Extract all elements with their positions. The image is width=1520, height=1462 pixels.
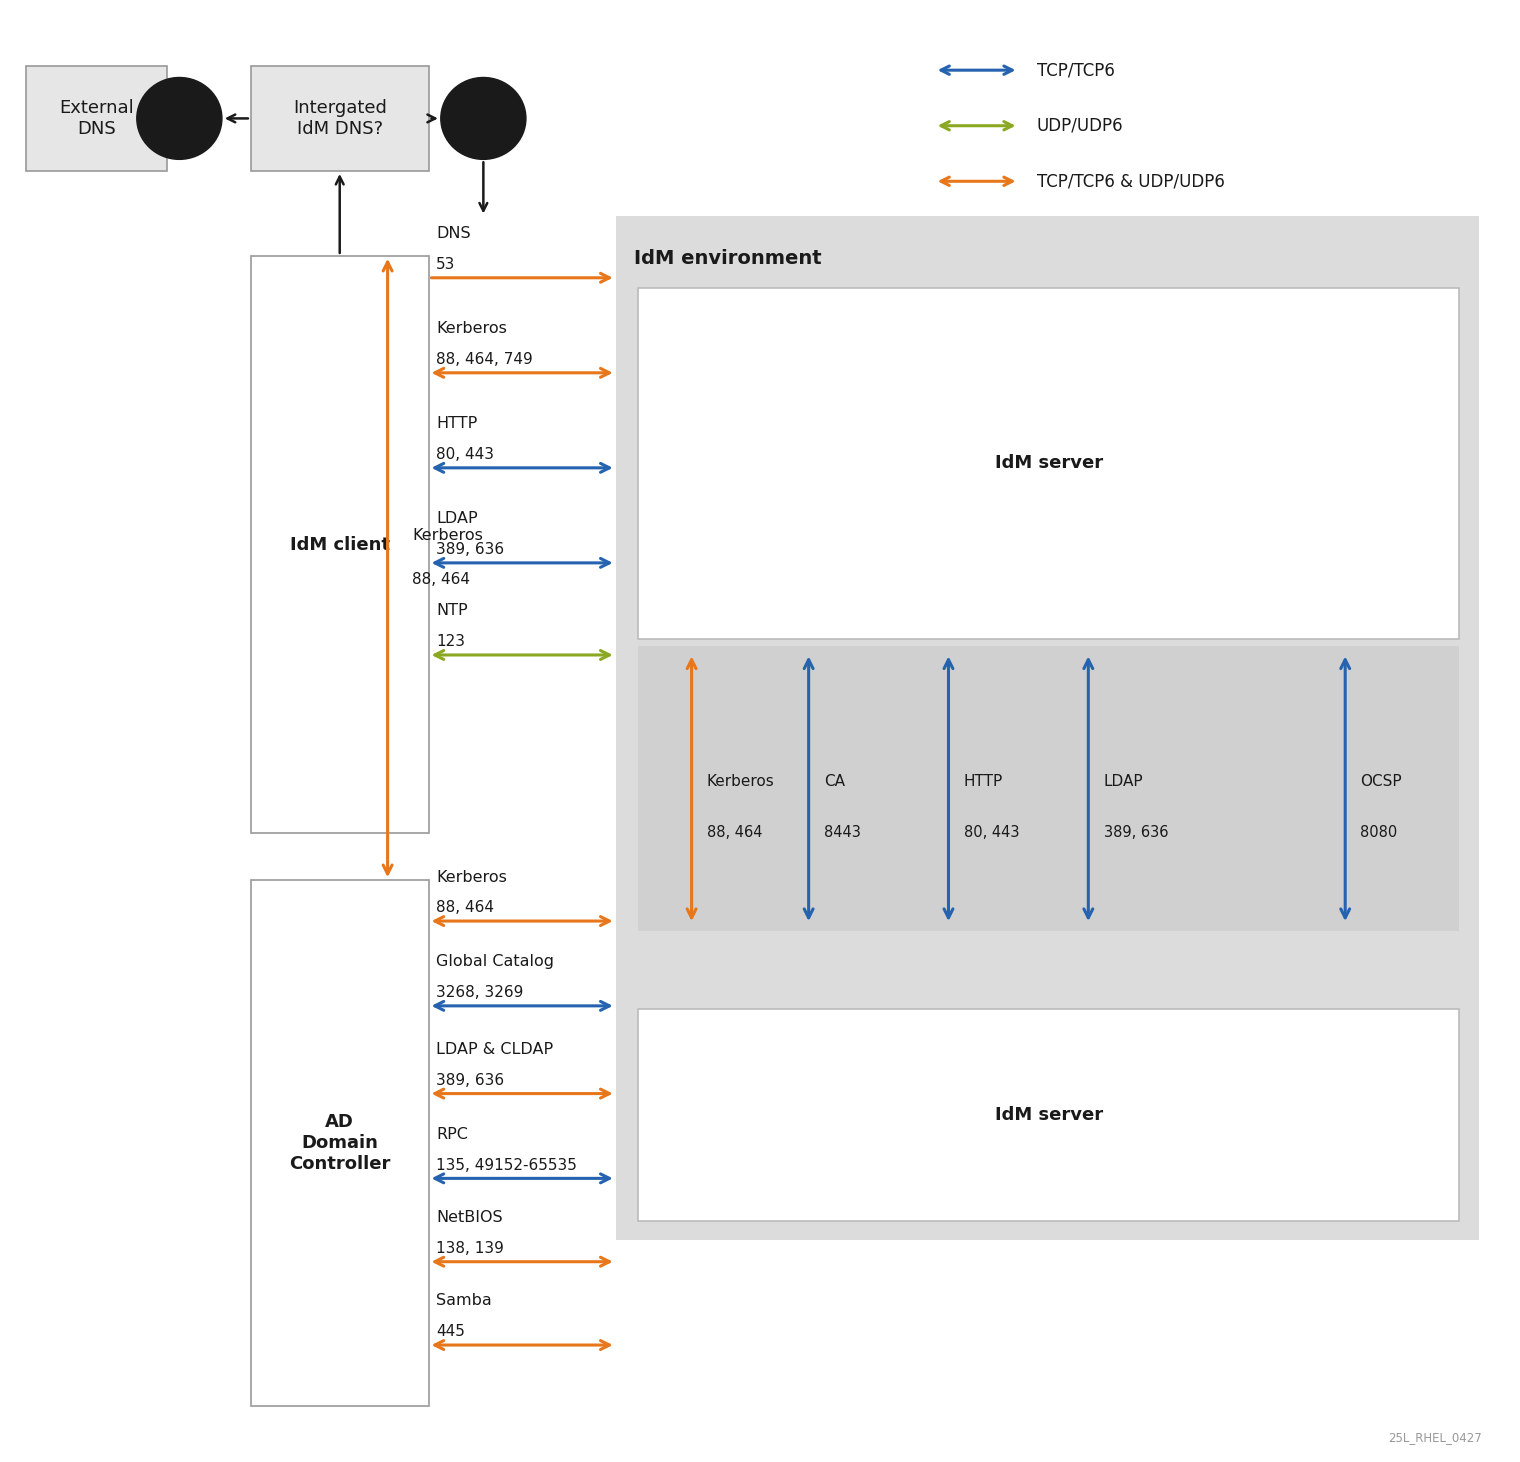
Text: Yes: Yes [468, 110, 499, 127]
Text: 138, 139: 138, 139 [436, 1241, 505, 1256]
Text: LDAP: LDAP [436, 512, 477, 526]
Text: 80, 443: 80, 443 [964, 825, 1020, 841]
Circle shape [137, 77, 222, 159]
FancyBboxPatch shape [638, 646, 1459, 931]
Text: 88, 464: 88, 464 [436, 901, 494, 915]
FancyBboxPatch shape [251, 256, 429, 833]
Text: UDP/UDP6: UDP/UDP6 [1037, 117, 1123, 135]
FancyBboxPatch shape [638, 288, 1459, 639]
Text: 80, 443: 80, 443 [436, 447, 494, 462]
Circle shape [441, 77, 526, 159]
Text: OCSP: OCSP [1360, 773, 1401, 789]
Text: 389, 636: 389, 636 [436, 1073, 505, 1088]
Text: AD
Domain
Controller: AD Domain Controller [289, 1114, 391, 1173]
Text: RPC: RPC [436, 1127, 468, 1142]
Text: Kerberos: Kerberos [412, 528, 483, 544]
Text: 25L_RHEL_0427: 25L_RHEL_0427 [1388, 1431, 1482, 1444]
Text: 3268, 3269: 3268, 3269 [436, 985, 523, 1000]
Text: TCP/TCP6: TCP/TCP6 [1037, 61, 1114, 79]
FancyBboxPatch shape [616, 216, 1479, 1240]
FancyBboxPatch shape [26, 66, 167, 171]
Text: 8080: 8080 [1360, 825, 1398, 841]
Text: Kerberos: Kerberos [707, 773, 775, 789]
Text: DNS: DNS [436, 227, 471, 241]
Text: External
DNS: External DNS [59, 99, 134, 137]
Text: HTTP: HTTP [436, 417, 477, 431]
Text: 389, 636: 389, 636 [436, 542, 505, 557]
FancyBboxPatch shape [251, 66, 429, 171]
Text: Kerberos: Kerberos [436, 870, 508, 885]
Text: LDAP: LDAP [1104, 773, 1143, 789]
Text: IdM environment: IdM environment [634, 249, 821, 268]
Text: 53: 53 [436, 257, 456, 272]
Text: IdM client: IdM client [290, 535, 389, 554]
Text: NTP: NTP [436, 604, 468, 618]
FancyBboxPatch shape [251, 880, 429, 1406]
Text: 88, 464: 88, 464 [707, 825, 763, 841]
Text: Samba: Samba [436, 1294, 492, 1308]
Text: Intergated
IdM DNS?: Intergated IdM DNS? [293, 99, 386, 137]
Text: TCP/TCP6 & UDP/UDP6: TCP/TCP6 & UDP/UDP6 [1037, 173, 1225, 190]
Text: Global Catalog: Global Catalog [436, 955, 555, 969]
Text: CA: CA [824, 773, 845, 789]
Text: 8443: 8443 [824, 825, 860, 841]
Text: NetBIOS: NetBIOS [436, 1211, 503, 1225]
Text: 389, 636: 389, 636 [1104, 825, 1167, 841]
Text: 88, 464: 88, 464 [412, 572, 470, 588]
Text: 88, 464, 749: 88, 464, 749 [436, 352, 534, 367]
Text: Kerberos: Kerberos [436, 322, 508, 336]
Text: No: No [167, 110, 192, 127]
Text: HTTP: HTTP [964, 773, 1003, 789]
Text: IdM server: IdM server [994, 1105, 1104, 1124]
Text: IdM server: IdM server [994, 455, 1104, 472]
Text: 445: 445 [436, 1325, 465, 1339]
Text: 135, 49152-65535: 135, 49152-65535 [436, 1158, 578, 1173]
Text: LDAP & CLDAP: LDAP & CLDAP [436, 1042, 553, 1057]
Text: 123: 123 [436, 635, 465, 649]
FancyBboxPatch shape [638, 1009, 1459, 1221]
